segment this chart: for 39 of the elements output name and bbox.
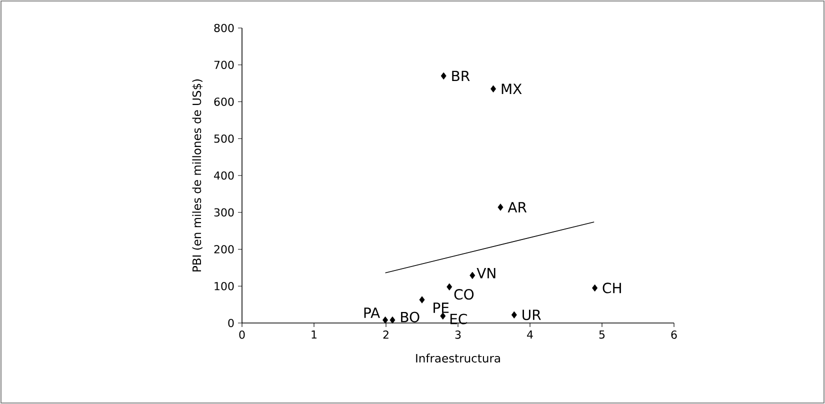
x-axis-title: Infraestructura xyxy=(416,354,500,363)
annotation: BO xyxy=(401,312,420,322)
x-tick-label: 1 xyxy=(312,330,316,339)
annotation: CO xyxy=(454,289,474,300)
y-tick-label: 800 xyxy=(214,24,234,32)
y-tick-label: 600 xyxy=(214,98,234,106)
x-tick-label: 6 xyxy=(671,330,677,339)
annotation: MX xyxy=(502,84,522,94)
x-tick-label: 2 xyxy=(383,330,388,339)
x-tick-label: 5 xyxy=(599,330,605,339)
point xyxy=(440,72,446,80)
x-tick-label: 0 xyxy=(239,330,245,339)
point xyxy=(592,284,598,292)
y-tick-label: 0 xyxy=(228,318,234,328)
point xyxy=(470,272,476,280)
point xyxy=(446,283,452,290)
x-tick-label: 4 xyxy=(527,330,533,339)
annotation: AR xyxy=(508,202,527,212)
x-tick-label: 3 xyxy=(455,330,461,339)
annotation: PA xyxy=(364,308,380,318)
point xyxy=(390,316,396,324)
point xyxy=(419,296,425,304)
y-axis-title: PBI (en miles de millones de US$) xyxy=(192,79,203,272)
y-tick-label: 400 xyxy=(214,171,234,180)
point xyxy=(498,204,504,211)
annotation: PE xyxy=(434,302,449,313)
point xyxy=(490,85,496,92)
annotation: BR xyxy=(452,70,470,82)
y-tick-label: 500 xyxy=(214,134,234,143)
point xyxy=(382,316,388,324)
annotation: CH xyxy=(602,282,621,294)
annotation: EC xyxy=(450,314,467,324)
annotation: VN xyxy=(476,268,496,278)
y-tick-label: 100 xyxy=(214,282,234,290)
annotation: UR xyxy=(522,310,541,320)
y-tick-label: 200 xyxy=(214,245,234,254)
y-tick-label: 700 xyxy=(214,60,234,70)
y-tick-label: 300 xyxy=(214,208,234,217)
point xyxy=(511,311,517,318)
